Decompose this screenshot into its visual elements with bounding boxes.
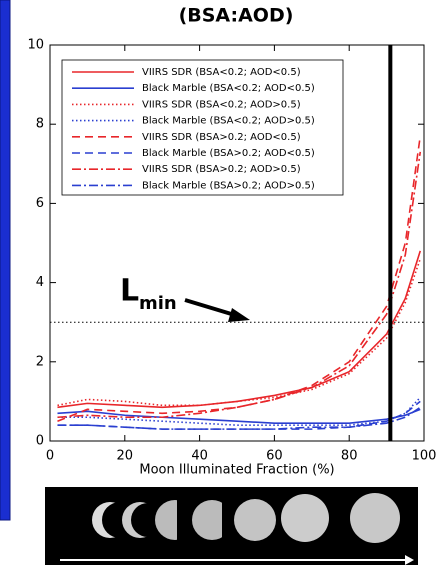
x-tick-label: 100	[412, 449, 437, 464]
series-line	[57, 250, 422, 409]
x-tick-label: 40	[191, 449, 208, 464]
y-tick-label: 4	[36, 275, 44, 290]
chart-title: (BSA:AOD)	[179, 5, 294, 27]
legend	[61, 59, 344, 196]
y-tick-label: 6	[36, 196, 44, 211]
legend-label: Black Marble (BSA>0.2; AOD<0.5)	[142, 148, 315, 159]
y-tick-label: 2	[36, 354, 44, 369]
moon	[350, 493, 400, 543]
legend-label: VIIRS SDR (BSA>0.2; AOD>0.5)	[142, 164, 301, 175]
y-tick-label: 0	[36, 434, 44, 449]
moon-strip	[45, 487, 418, 565]
annotation-arrowhead	[228, 308, 250, 322]
legend-label: VIIRS SDR (BSA<0.2; AOD>0.5)	[142, 99, 301, 110]
x-tick-label: 20	[117, 449, 134, 464]
plot-frame	[49, 44, 425, 442]
x-axis-label: Moon Illuminated Fraction (%)	[139, 463, 334, 478]
x-tick-label: 60	[266, 449, 283, 464]
moon	[281, 494, 329, 542]
legend-label: Black Marble (BSA<0.2; AOD>0.5)	[142, 116, 315, 127]
arrow-head	[405, 555, 414, 565]
side-bar	[0, 0, 11, 521]
legend-label: VIIRS SDR (BSA<0.2; AOD<0.5)	[142, 67, 301, 78]
moon-shadow	[131, 503, 165, 537]
x-tick-label: 80	[341, 449, 358, 464]
legend-label: Black Marble (BSA<0.2; AOD<0.5)	[142, 83, 315, 94]
series-line	[57, 258, 422, 407]
moon-shadow	[222, 498, 234, 542]
x-tick-label: 0	[46, 449, 54, 464]
legend-label: Black Marble (BSA>0.2; AOD>0.5)	[142, 180, 315, 191]
annotation-text: L	[120, 274, 139, 309]
series-line	[57, 400, 421, 430]
annotation-subscript: min	[139, 293, 177, 314]
moon-shadow	[177, 498, 197, 542]
legend-label: VIIRS SDR (BSA>0.2; AOD<0.5)	[142, 132, 301, 143]
annotation-arrow	[184, 298, 239, 318]
moon	[234, 499, 276, 541]
y-tick-label: 10	[27, 38, 44, 53]
y-tick-label: 8	[36, 117, 44, 132]
